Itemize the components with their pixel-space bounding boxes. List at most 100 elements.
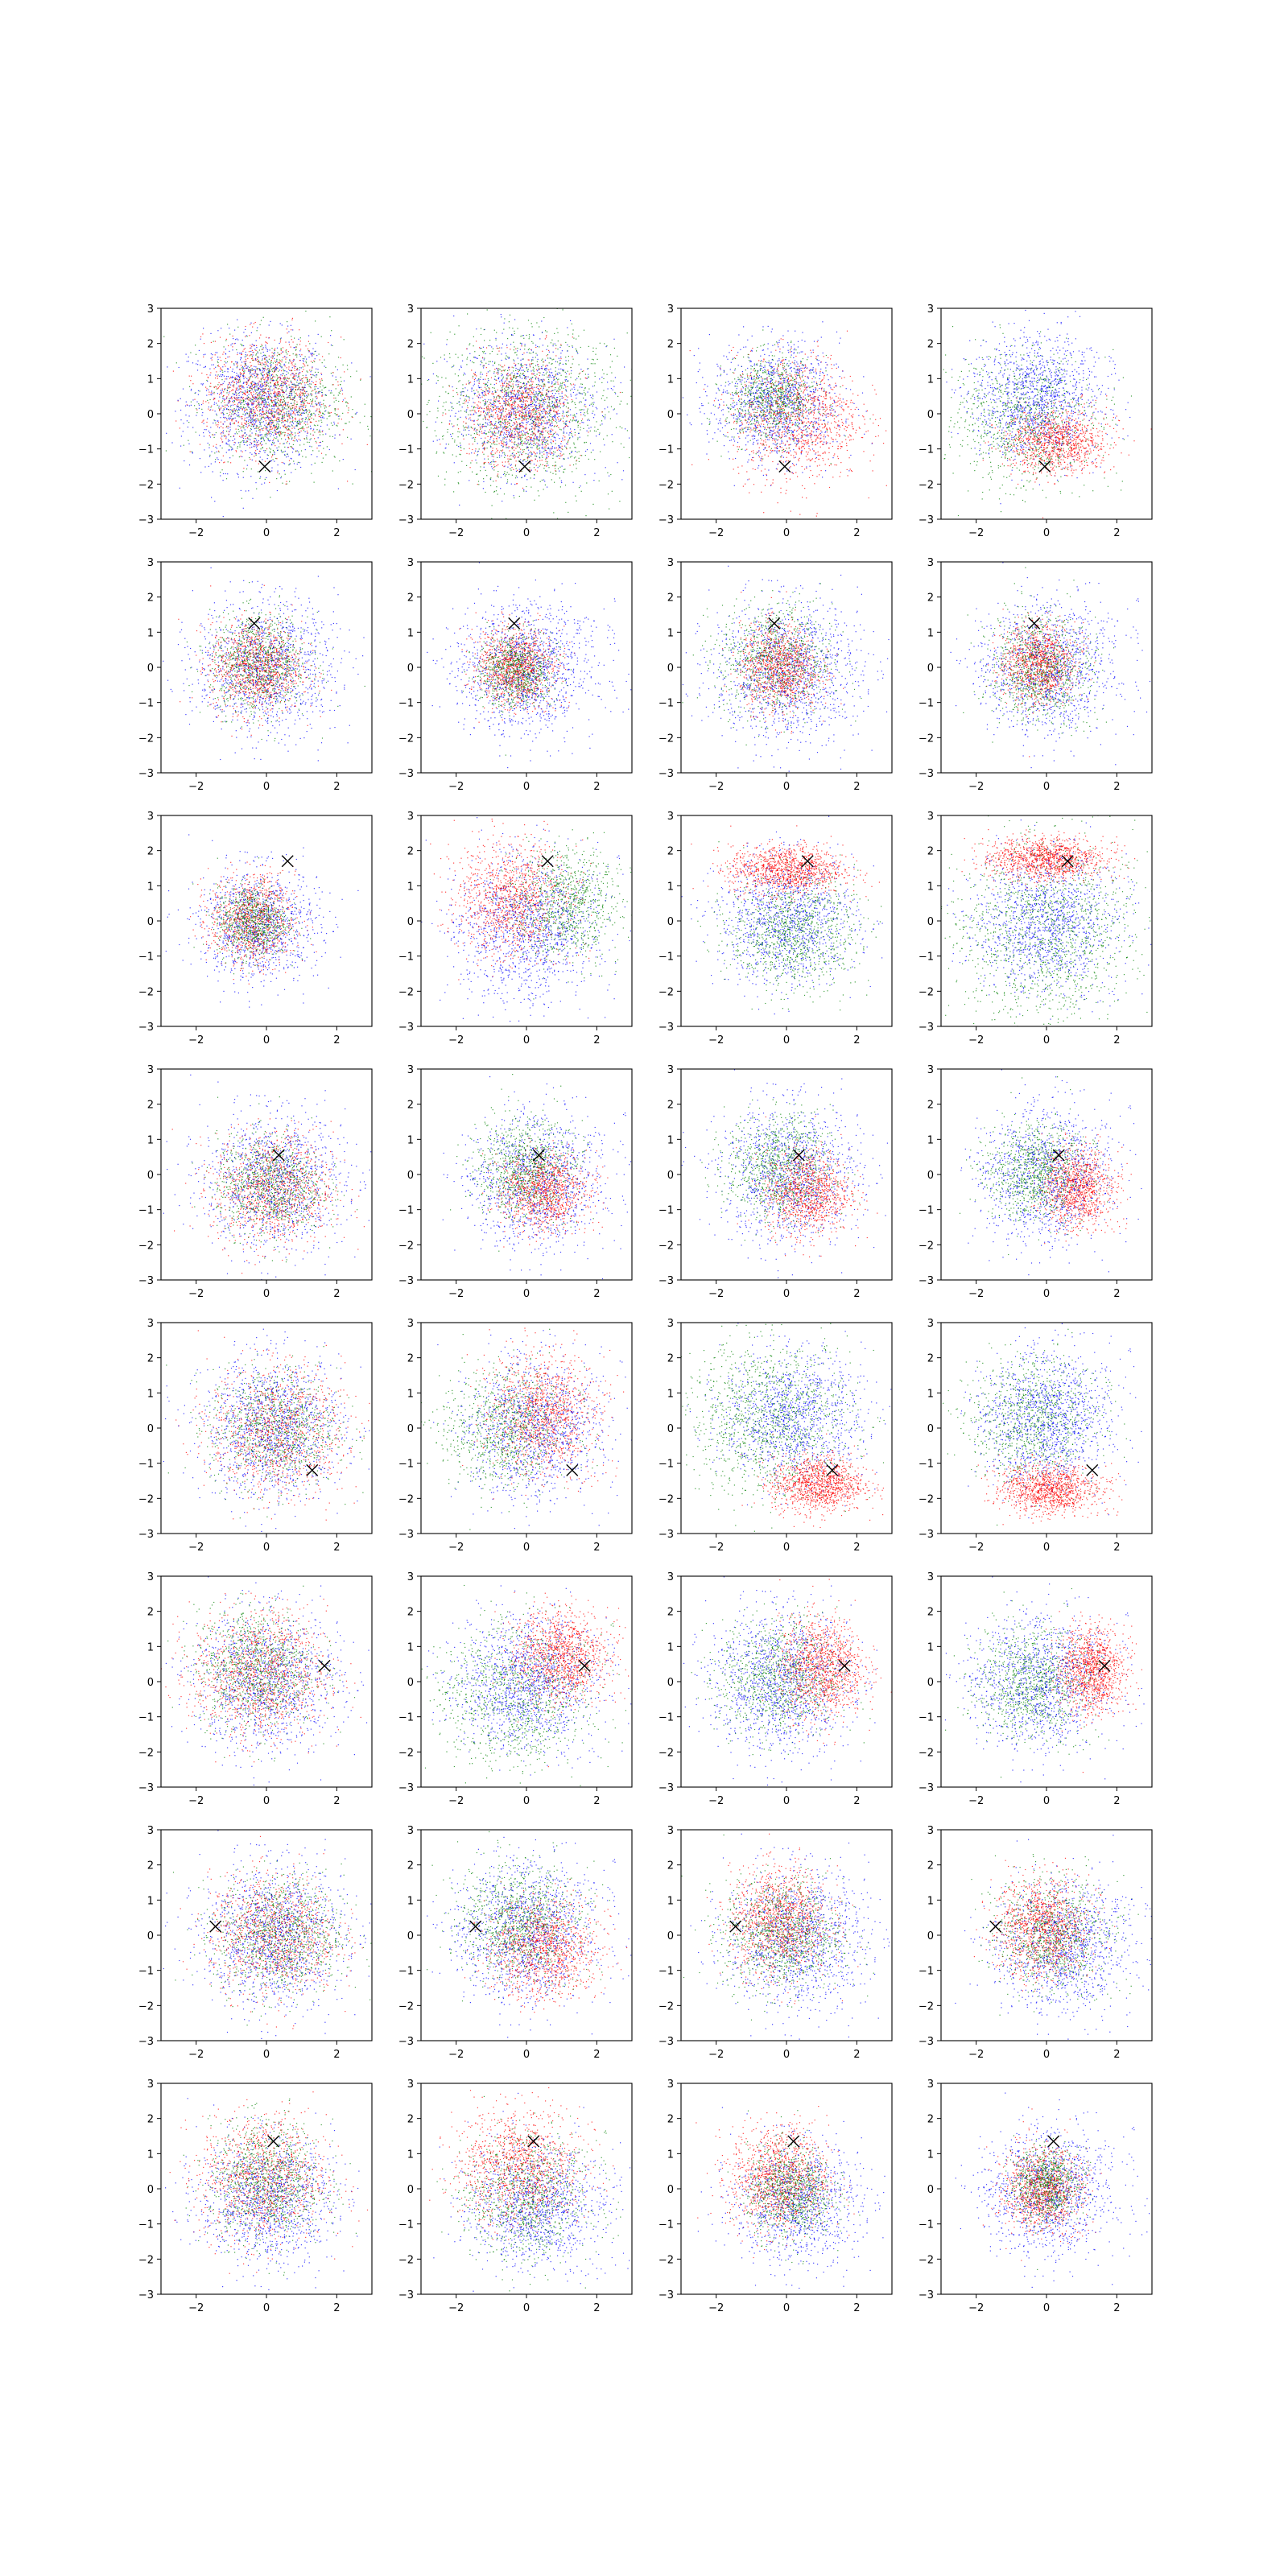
scatter-point <box>464 387 465 388</box>
scatter-point <box>504 438 505 439</box>
scatter-point <box>268 393 269 394</box>
scatter-point <box>201 409 202 410</box>
scatter-point <box>493 425 494 426</box>
scatter-point <box>508 410 509 411</box>
scatter-point <box>501 424 502 425</box>
scatter-point <box>272 352 273 353</box>
scatter-point <box>263 400 264 401</box>
scatter-point <box>243 345 244 346</box>
scatter-point <box>527 369 528 370</box>
scatter-point <box>258 430 259 431</box>
scatter-point <box>552 425 553 426</box>
scatter-point <box>504 436 505 437</box>
scatter-point <box>491 393 492 394</box>
scatter-point <box>198 394 199 395</box>
scatter-point <box>483 426 484 427</box>
scatter-point <box>498 418 499 419</box>
scatter-point <box>563 458 564 459</box>
scatter-point <box>439 396 440 397</box>
scatter-point <box>219 406 220 407</box>
y-tick-label: −2 <box>138 479 154 491</box>
scatter-point <box>272 371 273 372</box>
scatter-point <box>223 424 224 425</box>
scatter-point <box>323 458 324 459</box>
scatter-point <box>570 409 571 410</box>
scatter-point <box>537 452 538 453</box>
scatter-point <box>214 434 215 435</box>
scatter-point <box>319 379 320 380</box>
scatter-point <box>271 410 272 411</box>
scatter-point <box>272 413 273 414</box>
scatter-point <box>228 384 229 385</box>
scatter-point <box>280 374 281 375</box>
scatter-point <box>298 433 299 434</box>
scatter-point <box>286 484 287 485</box>
scatter-point <box>299 360 300 361</box>
scatter-point <box>230 377 231 378</box>
scatter-point <box>277 421 278 422</box>
scatter-point <box>477 424 478 425</box>
scatter-point <box>232 448 233 449</box>
scatter-point <box>222 469 223 470</box>
scatter-point <box>610 474 611 475</box>
scatter-point <box>559 399 560 400</box>
scatter-point <box>298 462 299 463</box>
scatter-point <box>300 337 301 338</box>
scatter-point <box>548 350 549 351</box>
scatter-point <box>247 437 248 438</box>
scatter-point <box>260 386 261 387</box>
scatter-point <box>224 462 225 463</box>
scatter-point <box>587 411 588 412</box>
scatter-point <box>315 401 316 402</box>
scatter-point <box>233 397 234 398</box>
scatter-point <box>539 466 540 467</box>
scatter-point <box>228 441 229 442</box>
scatter-point <box>217 362 218 363</box>
scatter-point <box>278 400 279 401</box>
scatter-point <box>278 389 279 390</box>
scatter-point <box>255 415 256 416</box>
scatter-point <box>565 386 566 387</box>
scatter-point <box>444 359 445 360</box>
scatter-point <box>233 386 234 387</box>
scatter-point <box>187 404 188 405</box>
scatter-point <box>252 360 253 361</box>
scatter-point <box>297 380 298 381</box>
scatter-point <box>244 411 245 412</box>
scatter-point <box>302 413 303 414</box>
scatter-point <box>522 449 523 450</box>
scatter-point <box>288 366 289 367</box>
scatter-point <box>321 392 322 393</box>
scatter-point <box>316 456 317 457</box>
scatter-point <box>554 433 555 434</box>
scatter-point <box>277 348 278 349</box>
scatter-point <box>255 396 256 397</box>
scatter-point <box>501 375 502 376</box>
scatter-point <box>487 419 488 420</box>
scatter-point <box>237 340 238 341</box>
scatter-point <box>250 323 251 324</box>
scatter-point <box>232 371 233 372</box>
scatter-point <box>503 437 504 438</box>
scatter-point <box>257 405 258 406</box>
scatter-point <box>314 438 315 439</box>
scatter-point <box>267 349 268 350</box>
scatter-point <box>281 337 282 338</box>
scatter-point <box>205 387 206 388</box>
scatter-point <box>477 443 478 444</box>
scatter-point <box>269 356 270 357</box>
scatter-point <box>522 452 523 453</box>
scatter-point <box>223 462 224 463</box>
scatter-point <box>258 405 259 406</box>
scatter-point <box>530 487 531 488</box>
scatter-point <box>535 407 536 408</box>
scatter-point <box>466 400 467 401</box>
scatter-point <box>558 410 559 411</box>
scatter-point <box>246 412 247 413</box>
scatter-point <box>274 415 275 416</box>
scatter-point <box>558 455 559 456</box>
scatter-point <box>287 447 288 448</box>
scatter-point <box>501 450 502 451</box>
scatter-point <box>322 356 323 357</box>
scatter-point <box>256 445 257 446</box>
